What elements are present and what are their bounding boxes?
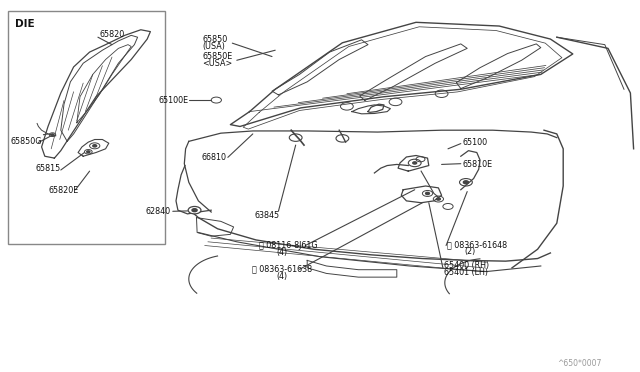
Text: 65850G: 65850G [10, 137, 42, 146]
Text: 65820E: 65820E [49, 186, 79, 195]
Text: 65850E: 65850E [202, 52, 232, 61]
Circle shape [413, 162, 417, 164]
Text: 63845: 63845 [255, 211, 280, 219]
Text: (USA): (USA) [202, 42, 225, 51]
Circle shape [188, 206, 201, 214]
Text: 66810: 66810 [202, 153, 227, 162]
Text: 62840: 62840 [146, 207, 171, 216]
Text: ^650*0007: ^650*0007 [557, 359, 601, 368]
Text: Ⓢ 08363-61648: Ⓢ 08363-61648 [447, 240, 507, 249]
Text: 65100: 65100 [462, 138, 487, 147]
Text: (4): (4) [276, 248, 287, 257]
Text: 65100E: 65100E [159, 96, 189, 105]
Text: Ⓢ 08363-61638: Ⓢ 08363-61638 [252, 265, 312, 274]
Text: <USA>: <USA> [202, 59, 232, 68]
Circle shape [426, 192, 429, 195]
Circle shape [87, 151, 90, 153]
Circle shape [463, 181, 468, 184]
Text: 65810E: 65810E [462, 160, 492, 169]
Text: Ⓑ 08116-8J61G: Ⓑ 08116-8J61G [259, 241, 317, 250]
Text: 65815: 65815 [35, 164, 60, 173]
Circle shape [51, 134, 54, 135]
Circle shape [192, 209, 197, 212]
Text: 65401 (LH): 65401 (LH) [444, 268, 488, 277]
Text: (4): (4) [276, 272, 287, 280]
Text: 65400 (RH): 65400 (RH) [444, 261, 489, 270]
Bar [8, 11, 165, 244]
Text: 65850: 65850 [202, 35, 227, 44]
Text: (2): (2) [465, 247, 476, 256]
Text: DIE: DIE [15, 19, 35, 29]
Circle shape [436, 198, 440, 200]
Text: 65820: 65820 [99, 31, 124, 39]
Circle shape [93, 145, 97, 147]
